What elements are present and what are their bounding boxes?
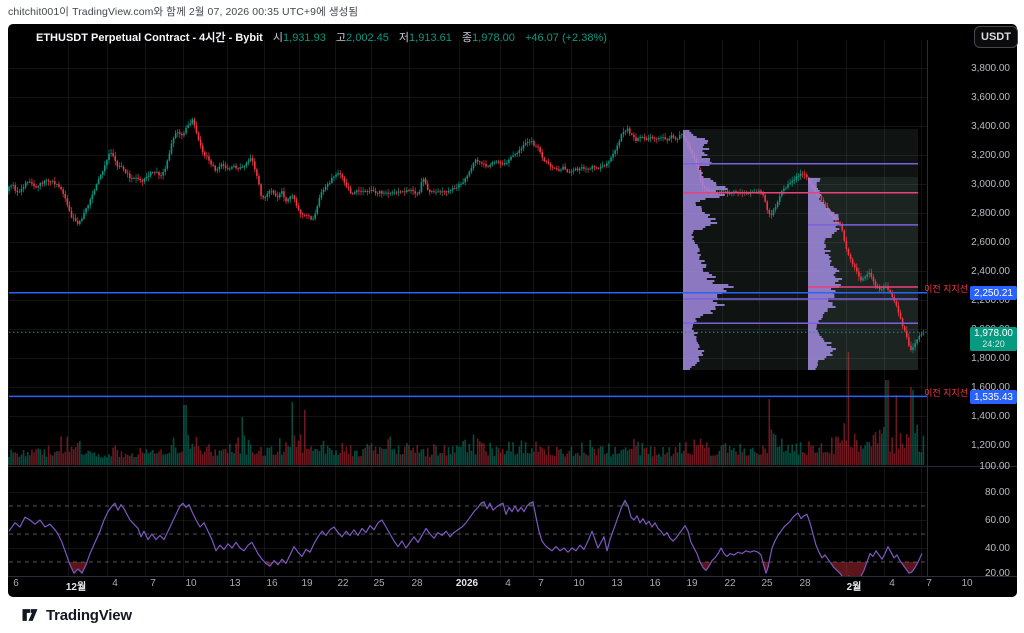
rsi-pane [8, 499, 927, 580]
time-tick-label: 7 [150, 578, 156, 589]
close-label: 종 [461, 32, 473, 44]
open-label: 시 [272, 32, 284, 44]
price-tick-label: 80.00 [984, 487, 1010, 498]
close-value: 1,978.00 [472, 32, 515, 44]
time-tick-label: 28 [799, 578, 811, 589]
time-tick-label: 10 [961, 578, 973, 589]
time-tick-label: 2월 [846, 582, 862, 593]
time-tick-label: 13 [229, 578, 241, 589]
price-tick-label: 3,000.00 [971, 179, 1010, 190]
price-tick-label: 2,200.00 [971, 295, 1010, 306]
price-tick-label: 3,800.00 [971, 63, 1010, 74]
time-tick-label: 10 [185, 578, 197, 589]
grid [8, 40, 927, 576]
open-value: 1,931.93 [283, 32, 326, 44]
price-tick-label: 3,600.00 [971, 92, 1010, 103]
price-tick-label: 2,600.00 [971, 237, 1010, 248]
bar-countdown: 24:20 [982, 339, 1005, 349]
support-price-lower-value: 1,535.43 [974, 391, 1013, 403]
attribution-text: chitchit001이 TradingView.com와 함께 2월 07, … [8, 6, 359, 18]
high-label: 고 [335, 32, 347, 44]
support-price-tag-upper: 2,250.21 [970, 286, 1017, 300]
time-tick-label: 19 [301, 578, 313, 589]
low-value: 1,913.61 [409, 32, 452, 44]
volume-profile-histograms [683, 130, 843, 370]
price-tick-label: 3,400.00 [971, 121, 1010, 132]
attribution-bar: chitchit001이 TradingView.com와 함께 2월 07, … [8, 0, 1016, 23]
price-tick-label: 1,200.00 [971, 440, 1010, 451]
high-value: 2,002.45 [346, 32, 389, 44]
chart-panel [8, 24, 1017, 597]
volume-profile-range-boxes [683, 129, 918, 370]
chart-canvas[interactable] [8, 24, 1017, 597]
tradingview-logo[interactable]: TradingView [20, 605, 132, 625]
rsi-line[interactable] [8, 499, 923, 580]
price-tick-label: 2,800.00 [971, 208, 1010, 219]
volume-series [8, 352, 925, 465]
last-price-tag: 1,978.00 24:20 [970, 327, 1017, 351]
time-tick-label: 16 [649, 578, 661, 589]
symbol-title: ETHUSDT Perpetual Contract - 4시간 - Bybit [36, 32, 263, 44]
tradingview-wordmark: TradingView [46, 606, 132, 624]
support-price-upper-value: 2,250.21 [974, 287, 1013, 299]
low-label: 저 [398, 32, 410, 44]
time-tick-label: 22 [337, 578, 349, 589]
time-tick-label: 19 [686, 578, 698, 589]
price-tick-label: 1,800.00 [971, 353, 1010, 364]
time-tick-label: 22 [724, 578, 736, 589]
change-value: +46.07 (+2.38%) [524, 32, 607, 44]
tradingview-logo-icon [20, 605, 40, 625]
price-tick-label: 40.00 [984, 543, 1010, 554]
price-tick-label: 1,400.00 [971, 411, 1010, 422]
time-tick-label: 7 [926, 578, 932, 589]
chart-header: ETHUSDT Perpetual Contract - 4시간 - Bybit… [36, 29, 607, 45]
last-price-value: 1,978.00 [974, 328, 1013, 339]
time-tick-label: 7 [538, 578, 544, 589]
price-tick-label: 60.00 [984, 515, 1010, 526]
candlestick-series [8, 117, 925, 354]
price-tick-label: 3,200.00 [971, 150, 1010, 161]
price-tick-label: 100.00 [979, 461, 1010, 472]
time-tick-label: 25 [761, 578, 773, 589]
time-tick-label: 16 [266, 578, 278, 589]
prev-support-annotation-lower: 이전 지지선 [924, 388, 968, 398]
price-axis[interactable]: 3,800.00 3,600.00 3,400.00 3,200.00 3,000.00… [940, 24, 1014, 597]
time-tick-label: 4 [505, 578, 511, 589]
time-tick-label: 4 [889, 578, 895, 589]
price-tick-label: 20.00 [984, 568, 1010, 579]
currency-toggle-button[interactable]: USDT [974, 26, 1018, 48]
time-tick-label: 6 [13, 578, 19, 589]
time-tick-label: 10 [573, 578, 585, 589]
time-tick-label: 12월 [65, 582, 87, 593]
time-tick-label: 4 [112, 578, 118, 589]
time-tick-label: 2026 [455, 578, 479, 589]
support-price-tag-lower: 1,535.43 [970, 390, 1017, 404]
time-tick-label: 13 [611, 578, 623, 589]
footer-bar: TradingView [0, 597, 1024, 633]
horizontal-lines [9, 162, 927, 398]
prev-support-annotation-upper: 이전 지지선 [924, 284, 968, 294]
time-tick-label: 25 [373, 578, 385, 589]
price-tick-label: 1,600.00 [971, 382, 1010, 393]
price-tick-label: 2,400.00 [971, 266, 1010, 277]
time-tick-label: 28 [411, 578, 423, 589]
